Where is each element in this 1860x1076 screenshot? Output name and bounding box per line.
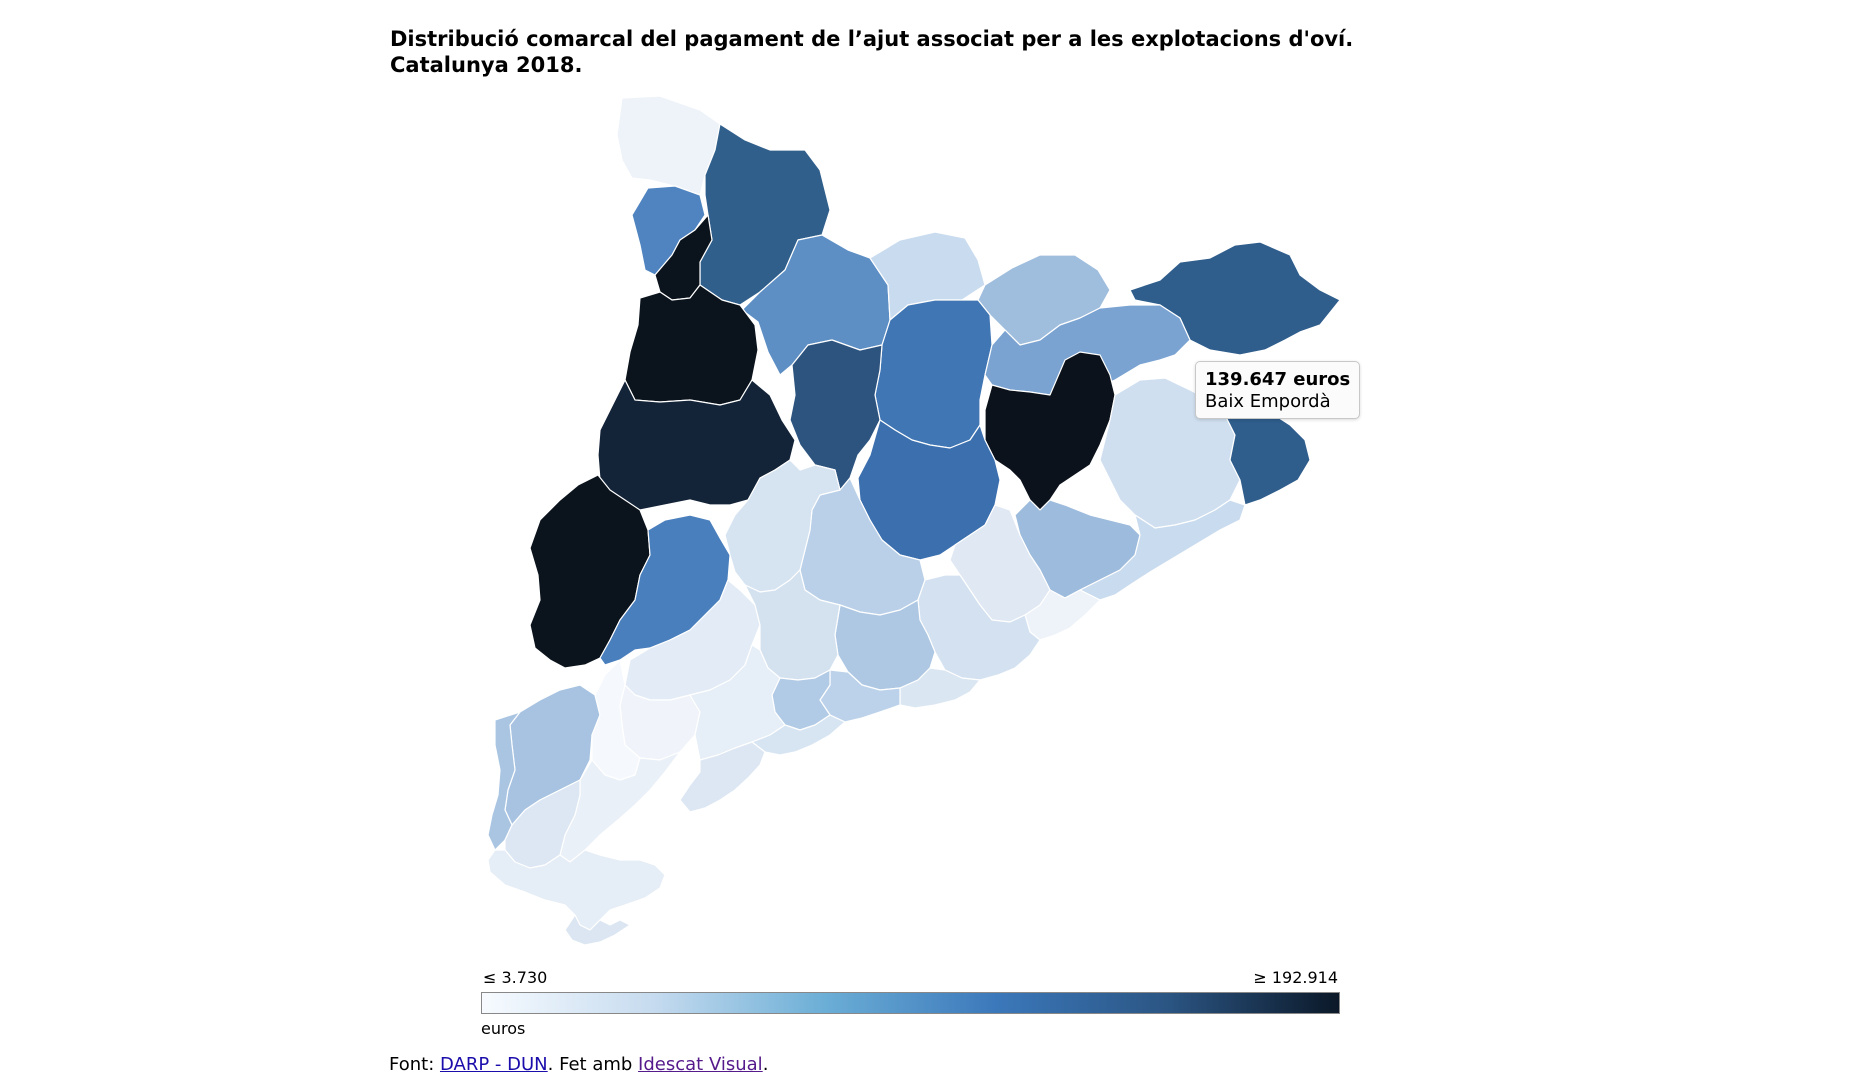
region-baix-emporda[interactable] <box>1224 404 1311 506</box>
idescat-visual-link[interactable]: Idescat Visual <box>638 1054 763 1075</box>
region-bergueda[interactable] <box>874 299 993 449</box>
region-coastal-strip[interactable] <box>679 741 766 813</box>
legend-gradient-bar <box>481 992 1340 1014</box>
region-delta-ebre[interactable] <box>487 849 666 931</box>
map-title-line-1: Distribució comarcal del pagament de l’a… <box>390 27 1354 51</box>
region-segarra[interactable] <box>724 459 841 593</box>
region-moianes-lluçanes[interactable] <box>984 351 1116 511</box>
footer-suffix: . <box>762 1054 769 1075</box>
map-svg <box>487 95 1341 946</box>
legend-min-label: ≤ 3.730 <box>483 968 548 987</box>
region-maresme[interactable] <box>1079 499 1246 601</box>
choropleth-map <box>487 95 1341 946</box>
region-solsones[interactable] <box>789 339 883 491</box>
region-garraf[interactable] <box>899 667 981 709</box>
map-title-line-2: Catalunya 2018. <box>390 53 583 77</box>
map-tooltip: 139.647 euros Baix Empordà <box>1195 361 1361 419</box>
region-cerdanya[interactable] <box>869 231 986 321</box>
legend-max-label: ≥ 192.914 <box>1253 968 1338 987</box>
footer-prefix: Font: <box>389 1054 440 1075</box>
tooltip-region-name: Baix Empordà <box>1205 391 1331 412</box>
map-title: Distribució comarcal del pagament de l’a… <box>390 26 1390 78</box>
source-link[interactable]: DARP - DUN <box>439 1054 548 1075</box>
region-pallars-sobira[interactable] <box>699 123 831 306</box>
region-montsia-south[interactable] <box>564 914 631 946</box>
footer-middle: . Fet amb <box>547 1054 639 1075</box>
tooltip-value: 139.647 euros <box>1205 369 1351 390</box>
source-footer: Font: DARP - DUN. Fet amb Idescat Visual… <box>389 1055 768 1075</box>
legend-unit-label: euros <box>481 1019 526 1038</box>
